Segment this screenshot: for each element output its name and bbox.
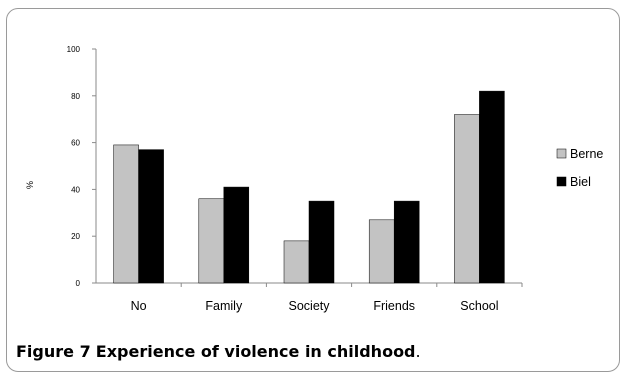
chart-legend: Berne Biel xyxy=(556,147,603,189)
bar-berne-school xyxy=(454,114,480,284)
figure-frame xyxy=(6,8,620,372)
x-tick-label: No xyxy=(131,299,147,313)
bar-berne-society xyxy=(283,240,310,284)
x-tick-label: Society xyxy=(289,299,331,313)
y-axis-label: % xyxy=(25,181,35,189)
x-tick-label: School xyxy=(460,299,498,313)
legend-swatch-berne xyxy=(556,148,567,159)
y-tick-label: 80 xyxy=(71,92,80,101)
bar-berne-family xyxy=(198,198,225,284)
figure-label: Figure 7 xyxy=(16,342,91,361)
figure-title: Experience of violence in childhood xyxy=(95,342,416,361)
caption-period: . xyxy=(415,342,421,361)
chart-bars xyxy=(113,90,505,284)
x-tick-label: Friends xyxy=(373,299,415,313)
bar-biel-school xyxy=(479,90,505,284)
y-tick-label: 0 xyxy=(76,279,81,288)
y-tick-label: 60 xyxy=(71,139,80,148)
bar-berne-friends xyxy=(368,219,395,284)
chart-tick-labels: 0 20 40 60 80 100 No Family Society Friends School xyxy=(67,45,499,313)
bar-biel-society xyxy=(308,200,335,284)
bar-biel-family xyxy=(223,186,250,284)
legend-label-biel: Biel xyxy=(570,175,591,189)
bar-berne-no xyxy=(113,144,139,284)
bar-biel-no xyxy=(138,149,164,284)
bar-biel-friends xyxy=(393,200,420,284)
legend-label-berne: Berne xyxy=(570,147,603,161)
y-tick-label: 20 xyxy=(71,232,80,241)
y-tick-label: 40 xyxy=(71,185,80,194)
legend-swatch-biel xyxy=(556,176,567,187)
figure-caption: Figure 7 Experience of violence in child… xyxy=(16,342,421,361)
x-tick-label: Family xyxy=(205,299,243,313)
y-tick-label: 100 xyxy=(67,45,81,54)
